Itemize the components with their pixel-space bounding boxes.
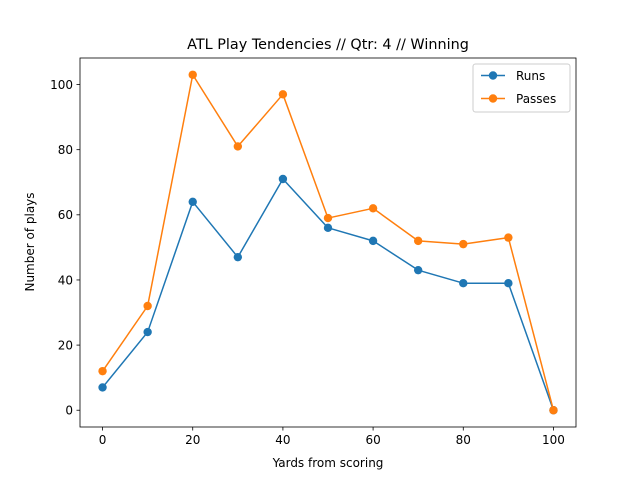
data-point-passes	[459, 239, 468, 249]
axes-frame	[79, 57, 577, 428]
data-point-runs	[323, 223, 333, 233]
data-point-runs	[504, 279, 513, 288]
data-point-passes	[549, 406, 558, 415]
data-point-runs	[459, 279, 468, 288]
data-point-runs	[98, 383, 107, 392]
x-tick-label: 0	[99, 433, 107, 447]
data-point-passes	[233, 142, 243, 151]
data-point-passes	[413, 236, 423, 246]
data-point-runs	[233, 252, 243, 262]
data-point-passes	[143, 301, 152, 311]
x-tick-label: 80	[456, 433, 471, 447]
data-point-passes	[504, 233, 513, 242]
data-point-runs	[143, 327, 152, 337]
x-tick-label: 60	[365, 433, 380, 447]
legend-label-passes: Passes	[516, 92, 556, 106]
data-point-passes	[278, 90, 288, 99]
data-point-passes	[98, 366, 107, 376]
y-tick-label: 100	[50, 78, 73, 92]
plot-area: 0 20 40 60 80 100 0 20 40 60 80 100	[50, 57, 577, 447]
y-axis-label: Number of plays	[23, 192, 37, 291]
data-point-runs	[368, 236, 378, 246]
data-point-passes	[368, 204, 378, 213]
legend-label-runs: Runs	[516, 69, 545, 83]
y-tick-label: 40	[58, 273, 73, 287]
chart-title: ATL Play Tendencies // Qtr: 4 // Winning	[187, 37, 469, 53]
y-tick-label: 0	[65, 404, 73, 418]
legend-marker-runs	[488, 71, 498, 80]
legend-marker-passes	[488, 94, 498, 103]
x-axis-label: Yards from scoring	[272, 456, 384, 470]
data-point-runs	[278, 174, 288, 184]
data-point-runs	[413, 265, 423, 275]
legend: Runs Passes	[472, 63, 571, 113]
data-point-passes	[188, 70, 197, 79]
data-point-runs	[188, 197, 197, 206]
y-tick-label: 60	[58, 208, 73, 222]
x-tick-label: 100	[542, 433, 565, 447]
y-tick-label: 80	[58, 143, 73, 157]
data-point-passes	[323, 213, 333, 223]
x-tick-label: 20	[185, 433, 200, 447]
y-tick-label: 20	[58, 338, 73, 352]
x-tick-label: 40	[275, 433, 290, 447]
